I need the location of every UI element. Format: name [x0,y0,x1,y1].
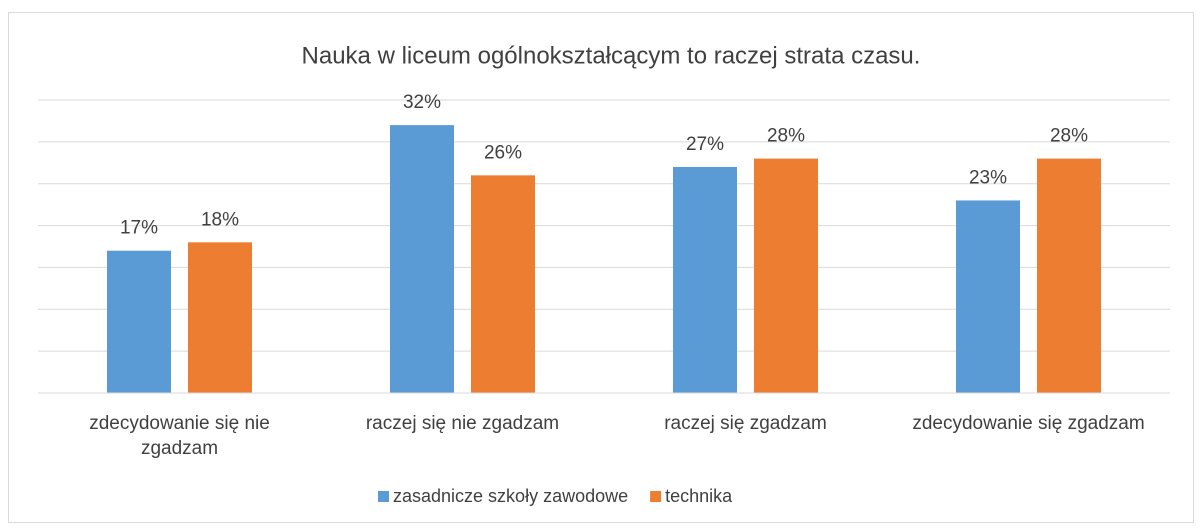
data-label: 28% [1050,126,1088,147]
x-tick-label: raczej się zgadzam [664,413,827,434]
data-label: 27% [686,134,724,155]
data-label: 28% [767,126,805,147]
bar [471,175,535,393]
legend-swatch [650,491,662,502]
bar [107,250,171,393]
data-label: 23% [969,167,1007,188]
bar [188,242,252,393]
bar [673,166,737,393]
legend-label: technika [665,486,733,506]
legend-label: zasadnicze szkoły zawodowe [393,486,628,506]
data-label: 18% [201,209,239,230]
chart-title: Nauka w liceum ogólnokształcącym to racz… [302,42,921,69]
x-tick-label: zdecydowanie się nie zgadzam [89,413,270,459]
data-label: 26% [484,142,522,163]
legend-swatch [378,491,389,502]
data-label: 17% [120,218,158,239]
bar [754,158,818,393]
bar [390,125,454,393]
bar [1037,158,1101,393]
bar [956,200,1020,393]
data-label: 32% [403,92,441,113]
x-tick-label: raczej się nie zgadzam [366,413,559,434]
x-tick-label: zdecydowanie się zgadzam [912,413,1144,434]
